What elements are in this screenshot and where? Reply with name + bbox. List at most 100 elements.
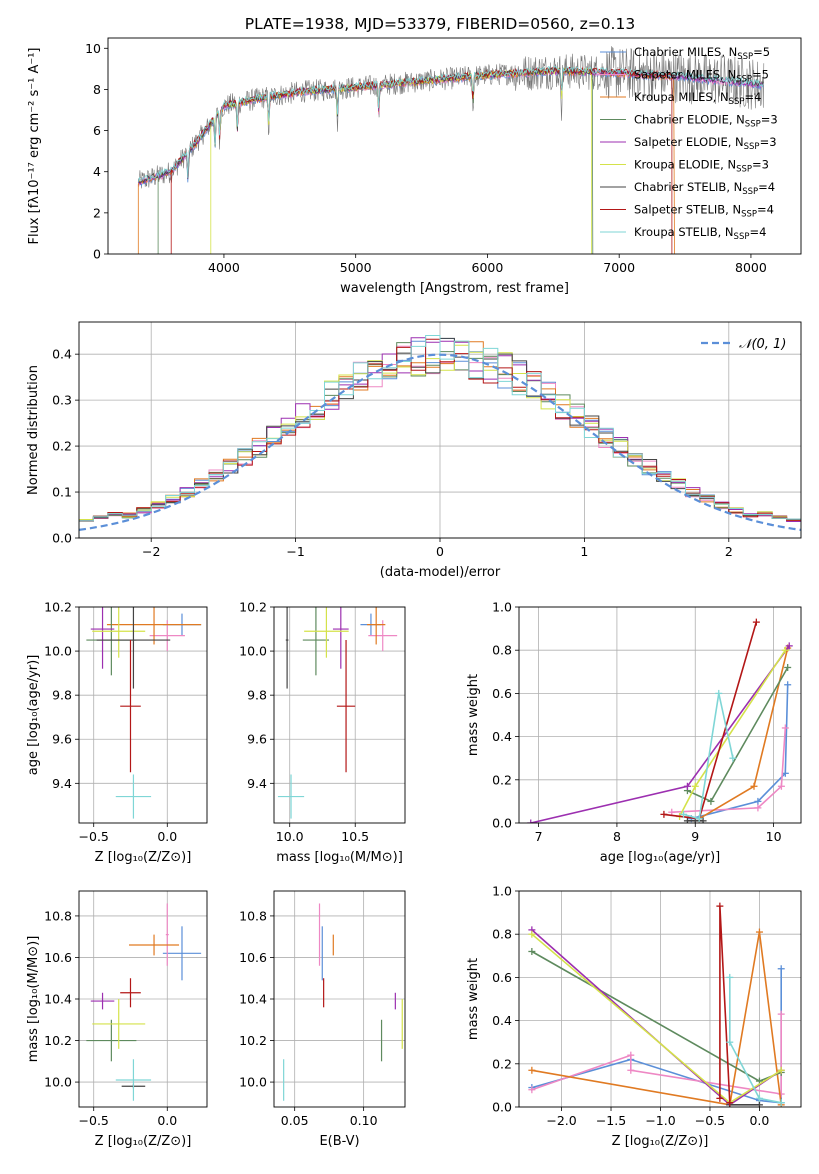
y-tick-label: 10 (85, 41, 101, 56)
errorbar-kroupa-miles (106, 607, 202, 645)
weight-line (531, 931, 782, 1106)
y-tick-label: 10.6 (239, 950, 267, 965)
legend-label: Chabrier STELIB, NSSP=4 (634, 180, 775, 197)
y-tick-label: 0.6 (492, 686, 512, 701)
y-tick-label: 9.8 (52, 688, 72, 703)
axes-frame (518, 890, 802, 1108)
x-tick-label: 0.0 (157, 1113, 177, 1128)
legend-label: Kroupa STELIB, NSSP=4 (634, 225, 766, 242)
y-tick-label: 9.6 (247, 732, 267, 747)
legend-subscript: SSP (744, 142, 760, 152)
errorbar-salpeter-stelib (120, 978, 141, 1008)
legend-subscript: SSP (741, 210, 757, 220)
weight-line (719, 906, 731, 1103)
y-tick-label: 10.2 (44, 600, 72, 615)
y-tick-label: 0.6 (492, 970, 512, 985)
y-tick-label: 10.0 (239, 644, 267, 659)
x-tick-label: 8000 (735, 260, 767, 275)
errorbar-salpeter-elodie (332, 607, 349, 669)
weight-line (530, 645, 790, 823)
y-tick-label: 0.4 (492, 729, 512, 744)
weight-series-salpeter-elodie (528, 926, 785, 1107)
age-vs-mass-panel: 10.0 10.5 9.4 9.6 9.8 10.0 10.2 mass [log₁₀(M/M… (239, 600, 406, 865)
mass-weight-vs-age-plot-area (527, 618, 793, 823)
legend-value: =3 (761, 113, 778, 127)
age-vs-mass-plot-area (277, 607, 398, 819)
x-tick-label: 10 (766, 829, 782, 844)
y-tick-label: 0.2 (52, 439, 72, 454)
legend-value: =3 (760, 135, 777, 149)
legend-subscript: SSP (742, 187, 758, 197)
figure-title: PLATE=1938, MJD=53379, FIBERID=0560, z=0… (245, 15, 635, 33)
legend-label: Chabrier MILES, NSSP=5 (634, 45, 770, 62)
y-axis-label: mass weight (466, 674, 481, 756)
y-tick-label: 10.0 (44, 1075, 72, 1090)
y-axis-label: mass weight (466, 958, 481, 1040)
legend-subscript: SSP (745, 120, 761, 130)
y-axis-label: Flux [fλ10⁻¹⁷ erg cm⁻² s⁻¹ A⁻¹] (27, 48, 42, 245)
residual-hist-panel: −2 −1 0 1 2 0.0 0.1 0.2 0.3 0.4 (data-model)/error… (26, 321, 802, 580)
y-tick-label: 10.0 (239, 1075, 267, 1090)
x-axis-label: mass [log₁₀(M/M⊙)] (276, 850, 403, 865)
legend-label: Salpeter MILES, NSSP=5 (634, 68, 769, 85)
age-vs-Z-panel: −0.5 0.0 9.4 9.6 9.8 10.0 10.2 Z [log₁₀(Z/Z⊙)] a… (26, 600, 208, 865)
legend-subscript: SSP (737, 52, 753, 62)
weight-series-salpeter-miles (528, 1010, 785, 1098)
y-tick-label: 9.4 (247, 776, 267, 791)
x-tick-label: 2 (725, 544, 733, 559)
y-tick-label: 10.8 (44, 908, 72, 923)
errorbar-chabrier-miles (162, 926, 202, 981)
y-tick-label: 4 (93, 164, 101, 179)
errorbar-salpeter-elodie (90, 607, 115, 669)
legend-text: Kroupa MILES, N (634, 90, 729, 104)
errorbar-kroupa-miles (367, 607, 386, 645)
legend-value: =4 (749, 225, 766, 239)
x-tick-label: 0 (436, 544, 444, 559)
legend-text: Salpeter ELODIE, N (634, 135, 744, 149)
x-tick-label: −0.5 (79, 829, 109, 844)
y-tick-label: 10.4 (44, 992, 72, 1007)
model-spectrum-kroupa-miles (137, 68, 675, 254)
y-tick-label: 2 (93, 205, 101, 220)
legend-text: Salpeter STELIB, N (634, 203, 741, 217)
x-tick-label: 5000 (340, 260, 372, 275)
y-tick-label: 0 (93, 247, 101, 262)
axes-frame (273, 606, 406, 824)
weight-series-salpeter-stelib (716, 902, 734, 1107)
y-axis-label: age [log₁₀(age/yr)] (26, 655, 41, 776)
weight-series-chabrier-miles (528, 965, 785, 1107)
legend-label: 𝒩(0, 1) (739, 337, 786, 352)
x-axis-label: age [log₁₀(age/yr)] (600, 850, 721, 865)
model-spectrum-kroupa-elodie (210, 67, 592, 254)
legend-value: =5 (752, 68, 769, 82)
y-tick-label: 0.4 (492, 1013, 512, 1028)
errorbar-salpeter-miles (149, 620, 185, 652)
mass-vs-ebv-plot-area (283, 903, 403, 1101)
age-vs-Z-plot-area (86, 607, 202, 819)
legend-value: =4 (744, 90, 761, 104)
legend-subscript: SSP (736, 165, 752, 175)
x-tick-label: 8 (613, 829, 621, 844)
errorbar-salpeter-miles (368, 620, 398, 652)
y-tick-label: 10.2 (44, 1033, 72, 1048)
weight-line (531, 929, 782, 1106)
legend-text: Salpeter MILES, N (634, 68, 736, 82)
weight-line (683, 693, 734, 820)
model-spectrum-kroupa-stelib (137, 66, 764, 182)
x-tick-label: 1 (580, 544, 588, 559)
x-tick-label: −2.0 (546, 1113, 576, 1128)
errorbar-salpeter-stelib (120, 640, 141, 773)
y-tick-label: 9.4 (52, 776, 72, 791)
legend-label: Chabrier ELODIE, NSSP=3 (634, 113, 778, 130)
legend-text: Chabrier STELIB, N (634, 180, 742, 194)
weight-series-kroupa-miles (695, 644, 792, 823)
y-tick-label: 0.0 (492, 1100, 512, 1115)
legend-subscript: SSP (736, 75, 752, 85)
legend-label: Salpeter ELODIE, NSSP=3 (634, 135, 777, 152)
x-axis-label: Z [log₁₀(Z/Z⊙)] (612, 1134, 709, 1149)
y-axis-label: mass [log₁₀(M/M⊙)] (26, 936, 41, 1063)
y-tick-label: 10.0 (44, 644, 72, 659)
y-axis-label: Normed distribution (26, 365, 41, 495)
errorbar-salpeter-miles (165, 903, 169, 966)
